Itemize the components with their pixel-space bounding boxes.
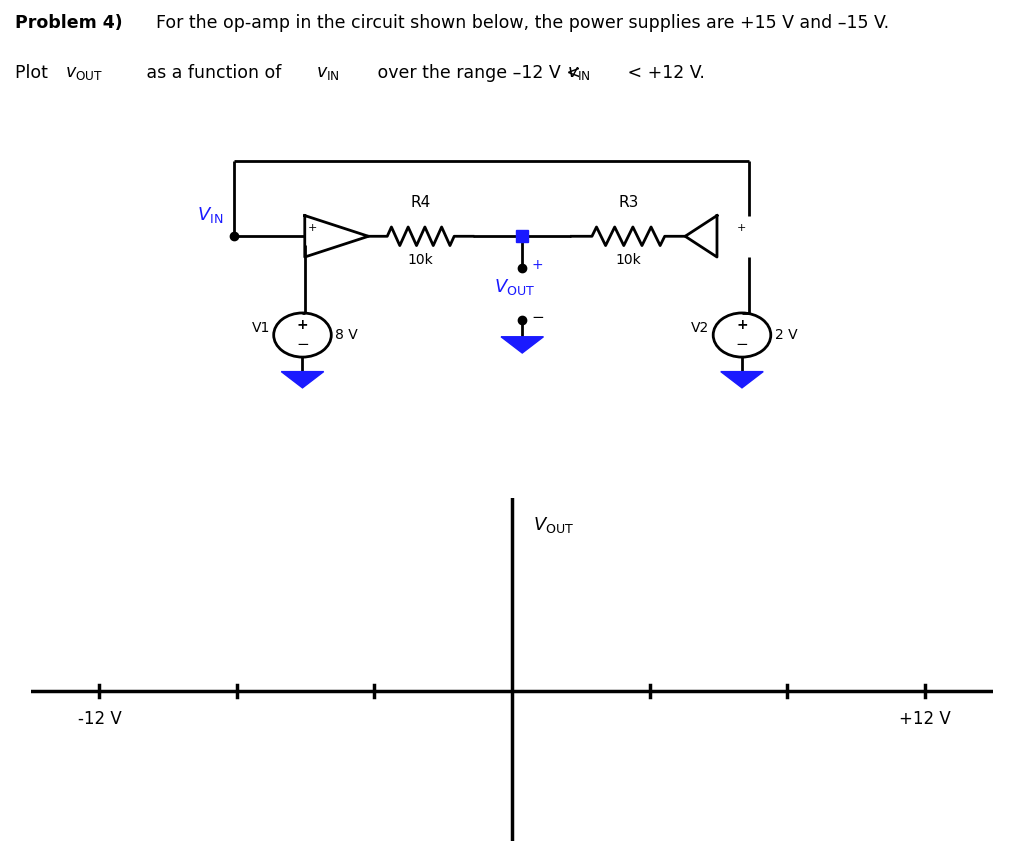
Text: $V_{\rm OUT}$: $V_{\rm OUT}$ — [532, 515, 573, 535]
Text: For the op-amp in the circuit shown below, the power supplies are +15 V and –15 : For the op-amp in the circuit shown belo… — [156, 15, 889, 32]
Text: −: − — [296, 337, 309, 353]
Text: $v_{\rm IN}$: $v_{\rm IN}$ — [567, 64, 591, 82]
Text: R4: R4 — [411, 195, 431, 210]
Text: 10k: 10k — [615, 252, 641, 267]
Text: < +12 V.: < +12 V. — [623, 64, 706, 82]
Text: −: − — [735, 337, 749, 353]
Text: over the range –12 V <: over the range –12 V < — [372, 64, 586, 82]
Polygon shape — [501, 336, 544, 353]
Text: +: + — [531, 258, 543, 272]
Text: V2: V2 — [691, 321, 710, 335]
Text: −: − — [531, 310, 544, 325]
Text: +: + — [736, 318, 748, 332]
Text: as a function of: as a function of — [140, 64, 287, 82]
Text: Problem 4): Problem 4) — [15, 15, 123, 32]
Text: $v_{\rm OUT}$: $v_{\rm OUT}$ — [66, 64, 103, 82]
Text: +: + — [307, 223, 317, 233]
Polygon shape — [721, 372, 763, 388]
Text: -12 V: -12 V — [78, 710, 122, 728]
Text: +12 V: +12 V — [899, 710, 950, 728]
Polygon shape — [282, 372, 324, 388]
Text: $V_{\rm OUT}$: $V_{\rm OUT}$ — [495, 277, 536, 297]
Text: Plot: Plot — [15, 64, 53, 82]
Text: V1: V1 — [252, 321, 270, 335]
Text: +: + — [736, 223, 745, 233]
Text: $V_{\rm IN}$: $V_{\rm IN}$ — [197, 205, 223, 225]
Text: +: + — [297, 318, 308, 332]
Text: $v_{\rm IN}$: $v_{\rm IN}$ — [316, 64, 340, 82]
Text: 2 V: 2 V — [774, 328, 798, 342]
Text: 8 V: 8 V — [335, 328, 357, 342]
Text: 10k: 10k — [408, 252, 433, 267]
Text: R3: R3 — [618, 195, 639, 210]
